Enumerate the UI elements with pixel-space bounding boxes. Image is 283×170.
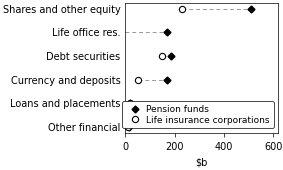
Legend: Pension funds, Life insurance corporations: Pension funds, Life insurance corporatio… bbox=[122, 101, 274, 128]
X-axis label: $b: $b bbox=[196, 157, 208, 167]
